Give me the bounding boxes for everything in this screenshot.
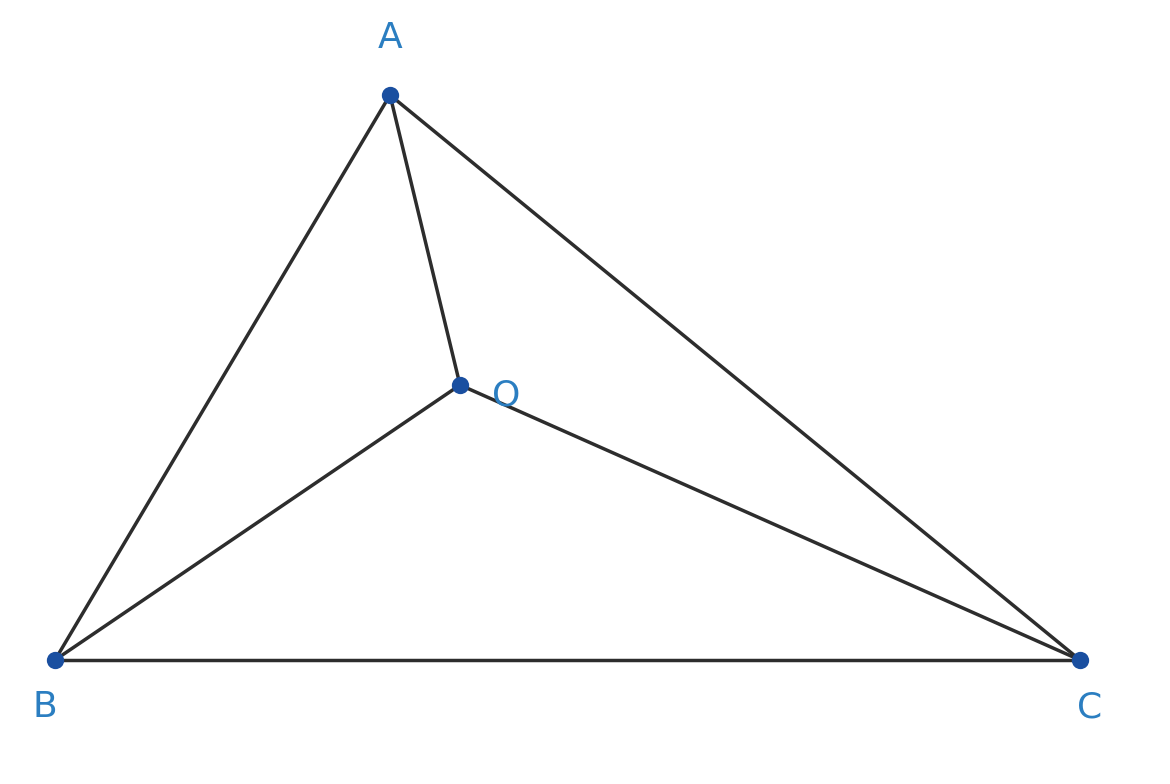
Text: A: A — [378, 21, 402, 55]
Text: C: C — [1078, 690, 1102, 724]
Point — [46, 654, 64, 666]
Point — [380, 89, 399, 101]
Text: O: O — [493, 378, 521, 412]
Point — [1071, 654, 1089, 666]
Text: B: B — [33, 690, 57, 724]
Point — [450, 379, 469, 391]
